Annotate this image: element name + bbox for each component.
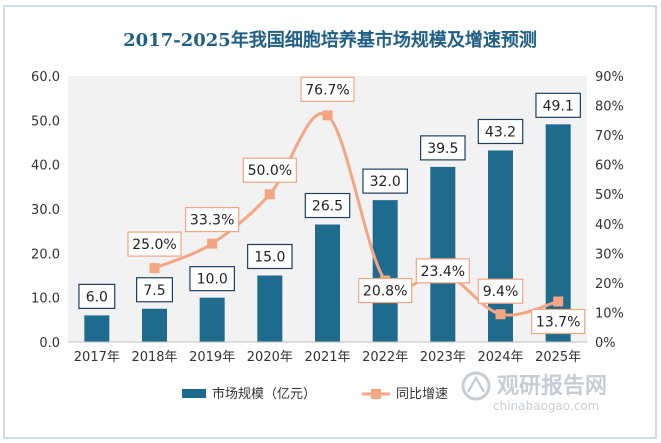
bar	[257, 275, 283, 342]
line-data-label-box	[127, 231, 182, 257]
line-data-label-box	[358, 277, 413, 304]
line-data-label: 76.7%	[305, 82, 349, 98]
right-tick-label: 80%	[595, 100, 624, 115]
bar	[199, 297, 225, 342]
line-marker	[207, 238, 218, 249]
x-axis: 2017年 2018年 2019年 2020年 2021年 2022年 2023年 2024年…	[68, 341, 587, 365]
right-tick-label: 60%	[595, 159, 624, 174]
bar-data-label-box	[362, 168, 408, 194]
right-axis: 0% 10% 20% 30% 40% 50% 60% 70% 80% 90%	[595, 70, 624, 351]
legend: 市场规模（亿元） 同比增速	[182, 386, 448, 402]
line-data-label-box	[300, 76, 355, 102]
bar-data-label: 32.0	[370, 174, 401, 190]
line-data-label: 50.0%	[248, 163, 292, 179]
line-data-label-box	[185, 206, 240, 233]
line-labels: 25.0% 33.3% 50.0% 76.7% 20.8% 23.4% 9.4% 13.7%	[127, 76, 586, 335]
line-data-label-box	[531, 308, 586, 335]
left-axis: 0.0 10.0 20.0 30.0 40.0 50.0 60.0	[31, 70, 60, 351]
line-marker	[264, 189, 275, 200]
left-tick-label: 50.0	[31, 114, 60, 129]
bar-data-label: 15.0	[254, 250, 285, 266]
x-tick-label: 2024年	[477, 350, 523, 365]
line-data-label: 25.0%	[132, 237, 176, 253]
left-tick-label: 60.0	[31, 70, 60, 85]
right-tick-label: 40%	[595, 218, 624, 233]
x-tick-label: 2022年	[362, 350, 408, 365]
bar	[142, 308, 167, 342]
left-tick-label: 0.0	[39, 336, 60, 351]
line-data-label: 9.4%	[483, 284, 519, 300]
bar-data-label-box	[420, 135, 466, 161]
line-data-label: 33.3%	[190, 213, 234, 229]
bar	[315, 224, 340, 342]
line-data-label: 20.8%	[363, 284, 407, 300]
x-tick-label: 2017年	[74, 350, 120, 365]
right-tick-label: 50%	[595, 188, 624, 203]
x-tick-label: 2019年	[189, 350, 235, 365]
chart-title: 2017-2025年我国细胞培养基市场规模及增速预测	[123, 29, 537, 51]
line-data-label-box	[242, 157, 297, 183]
x-tick-label: 2020年	[247, 350, 293, 365]
bar-data-label-box	[136, 277, 174, 303]
x-tick-label: 2018年	[131, 350, 177, 365]
bar-labels: 6.0 7.5 10.0 15.0 26.5 32.0 39.5 43.2 49.1	[78, 92, 581, 309]
legend-line-marker	[371, 389, 381, 399]
right-tick-label: 90%	[595, 70, 624, 85]
right-tick-label: 20%	[595, 277, 624, 292]
watermark-logo-mark	[466, 375, 486, 393]
right-tick-label: 30%	[595, 247, 624, 262]
watermark-logo-icon	[461, 371, 491, 401]
watermark-url: chinabaogao.com	[493, 399, 599, 413]
line-data-label-box	[477, 278, 524, 304]
line-data-label: 23.4%	[421, 264, 465, 280]
legend-bar-swatch	[182, 389, 206, 398]
bar-data-label: 6.0	[86, 289, 108, 305]
x-tick-label: 2023年	[420, 350, 466, 365]
left-tick-label: 10.0	[31, 292, 60, 307]
left-tick-label: 20.0	[31, 247, 60, 262]
bar	[372, 200, 398, 342]
bar	[430, 166, 456, 342]
bar-data-label: 10.0	[197, 272, 228, 288]
bar-data-label-box	[247, 243, 293, 270]
bar-data-label: 39.5	[427, 141, 458, 157]
legend-line-label: 同比增速	[396, 387, 448, 402]
line-data-label: 13.7%	[536, 315, 580, 331]
right-tick-label: 10%	[595, 306, 624, 321]
x-tick-label: 2021年	[304, 350, 350, 365]
bar-data-label-box	[535, 92, 581, 118]
left-tick-label: 30.0	[31, 203, 60, 218]
legend-bar-label: 市场规模（亿元）	[212, 386, 316, 402]
bar-data-label: 26.5	[312, 199, 343, 215]
right-tick-label: 0%	[595, 336, 616, 351]
bar-data-label: 49.1	[543, 98, 574, 114]
right-tick-label: 70%	[595, 129, 624, 144]
line-marker	[495, 309, 506, 320]
line-marker	[149, 263, 160, 274]
bar-data-label: 7.5	[143, 283, 165, 299]
line-marker	[322, 110, 333, 121]
bar	[84, 315, 110, 342]
left-tick-label: 40.0	[31, 159, 60, 174]
bar-data-label-box	[78, 283, 116, 309]
line-data-label-box	[415, 258, 470, 284]
watermark-brand: 观研报告网	[497, 374, 607, 399]
bar-data-label: 43.2	[485, 124, 516, 140]
line-marker	[553, 296, 564, 307]
bar-data-label-box	[304, 192, 351, 219]
bar-data-label-box	[477, 118, 524, 145]
x-tick-label: 2025年	[535, 350, 581, 365]
bar-data-label-box	[189, 266, 235, 292]
